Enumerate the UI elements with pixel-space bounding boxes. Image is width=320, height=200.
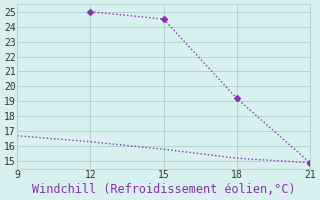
X-axis label: Windchill (Refroidissement éolien,°C): Windchill (Refroidissement éolien,°C)	[32, 183, 295, 196]
